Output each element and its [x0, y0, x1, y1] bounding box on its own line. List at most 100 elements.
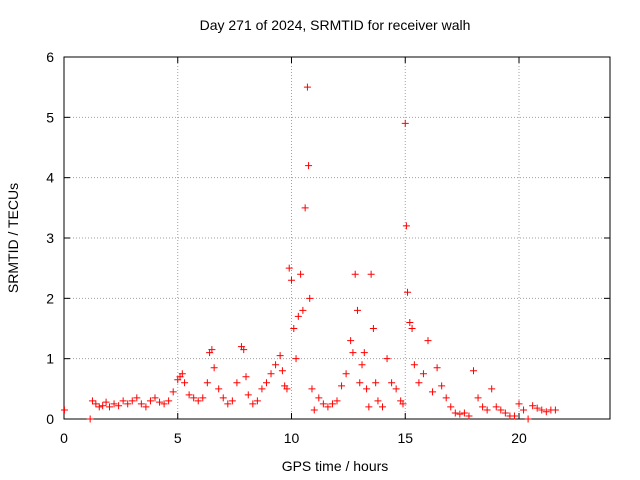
data-point: [483, 406, 491, 414]
data-point: [319, 400, 327, 408]
data-point: [442, 394, 450, 402]
data-point: [215, 385, 223, 393]
y-tick-label: 2: [46, 290, 54, 306]
y-tick-label: 0: [46, 411, 54, 427]
data-point: [181, 379, 189, 387]
data-point: [294, 312, 302, 320]
data-point: [358, 361, 366, 369]
data-point: [146, 397, 154, 405]
data-point: [402, 222, 410, 230]
data-point: [515, 400, 523, 408]
data-point: [347, 337, 355, 345]
x-tick-label: 15: [397, 430, 413, 446]
x-tick-label: 10: [284, 430, 300, 446]
data-point: [492, 403, 500, 411]
data-point: [392, 385, 400, 393]
data-point: [533, 404, 541, 412]
y-tick-label: 5: [46, 109, 54, 125]
data-point: [488, 385, 496, 393]
data-point: [95, 403, 103, 411]
data-point: [520, 406, 528, 414]
data-point: [315, 394, 323, 402]
data-point: [451, 409, 459, 417]
data-point: [253, 397, 261, 405]
data-point: [244, 391, 252, 399]
data-point: [470, 367, 477, 375]
data-point: [474, 394, 482, 402]
data-point: [242, 373, 250, 381]
data-point: [99, 402, 107, 410]
data-point: [424, 337, 432, 345]
data-point: [456, 410, 464, 418]
y-tick-label: 6: [46, 49, 54, 65]
data-point: [178, 370, 186, 378]
data-point: [408, 325, 416, 332]
data-point: [92, 400, 100, 408]
data-point: [542, 408, 550, 416]
data-point: [433, 364, 441, 372]
data-point: [328, 400, 336, 408]
data-point: [551, 406, 559, 414]
data-point: [88, 397, 96, 405]
data-point: [288, 276, 295, 284]
data-point: [278, 367, 286, 375]
data-point: [292, 355, 300, 363]
data-point: [333, 397, 341, 405]
data-point: [301, 204, 309, 212]
data-point: [460, 409, 468, 417]
data-point: [240, 346, 248, 354]
data-point: [262, 379, 270, 387]
data-point: [379, 403, 386, 411]
data-point: [102, 398, 110, 406]
data-point: [465, 412, 473, 420]
data-point: [374, 397, 382, 405]
x-tick-label: 20: [511, 430, 527, 446]
data-point: [388, 379, 396, 387]
y-axis-label: SRMTID / TECUs: [5, 183, 21, 293]
data-point: [367, 270, 375, 278]
data-point: [415, 379, 423, 387]
data-point: [419, 370, 427, 378]
data-point: [372, 379, 380, 387]
data-point: [115, 402, 123, 410]
data-point: [160, 400, 168, 408]
data-point: [510, 412, 518, 420]
data-point: [529, 402, 537, 410]
data-point: [258, 385, 266, 393]
data-point: [299, 306, 307, 314]
data-point: [208, 346, 216, 354]
data-point: [303, 83, 311, 91]
data-point: [224, 400, 232, 408]
data-point: [383, 355, 391, 363]
data-points: [60, 83, 559, 423]
data-point: [365, 403, 373, 411]
data-point: [285, 264, 293, 272]
data-point: [290, 325, 298, 332]
data-point: [351, 270, 359, 278]
data-point: [151, 394, 159, 402]
x-tick-label: 5: [174, 430, 182, 446]
data-point: [438, 382, 446, 390]
data-point: [308, 385, 316, 393]
data-point: [342, 370, 350, 378]
data-point: [497, 406, 505, 414]
data-point: [272, 361, 280, 369]
chart-title: Day 271 of 2024, SRMTID for receiver wal…: [200, 17, 471, 33]
data-point: [199, 394, 207, 402]
data-point: [360, 349, 368, 357]
data-point: [524, 415, 532, 423]
data-point: [267, 370, 275, 378]
data-point: [133, 394, 141, 402]
data-point: [353, 306, 361, 314]
data-point: [119, 397, 127, 405]
data-point: [447, 403, 455, 411]
data-point: [194, 397, 202, 405]
data-point: [137, 400, 145, 408]
data-point: [306, 294, 314, 302]
data-point: [406, 318, 414, 326]
data-point: [349, 349, 357, 357]
data-point: [86, 415, 94, 423]
data-point: [185, 391, 193, 399]
grid: [64, 57, 610, 419]
